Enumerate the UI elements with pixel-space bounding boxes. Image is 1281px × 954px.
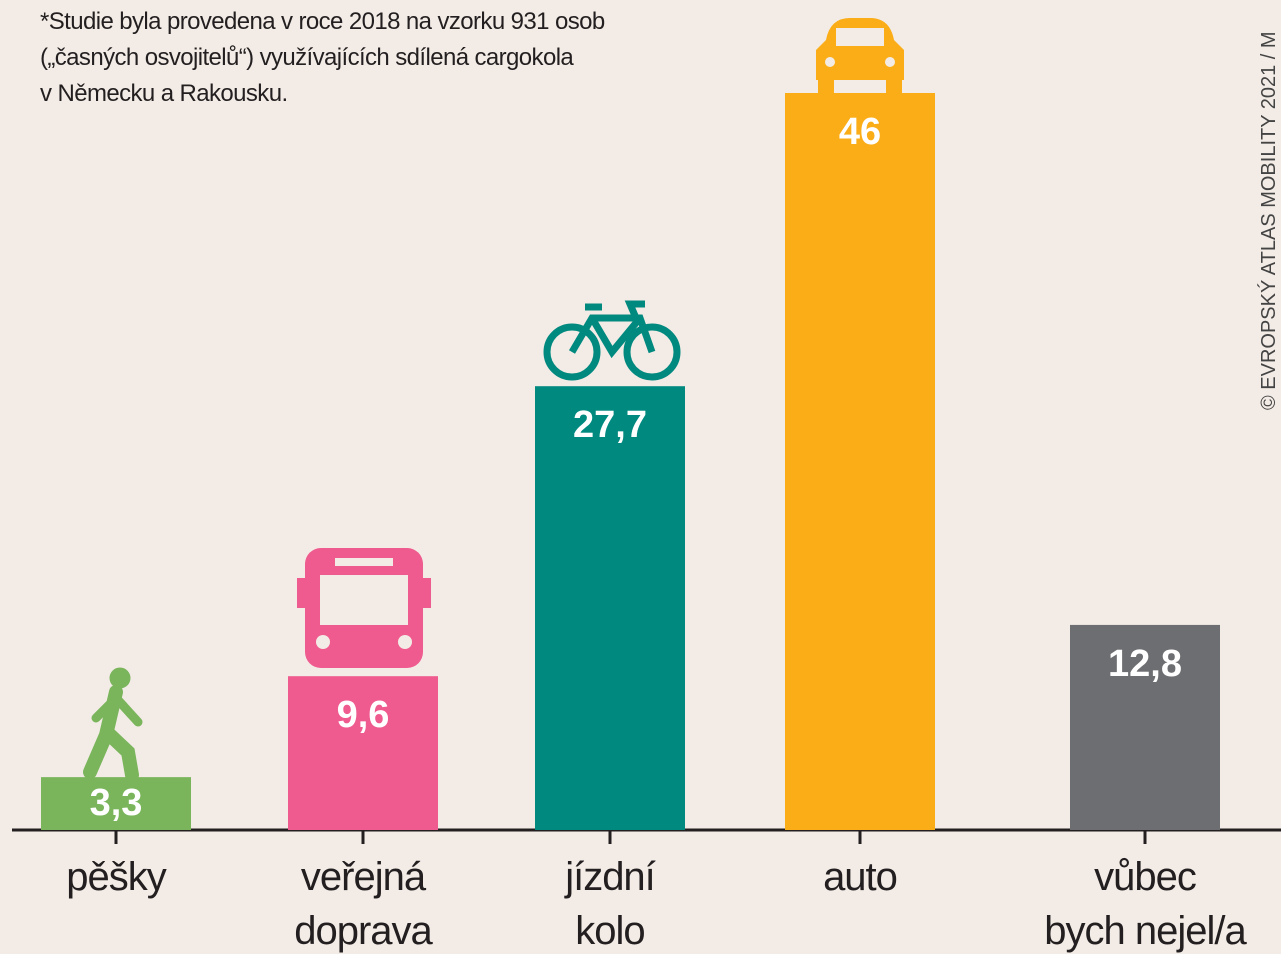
value-label: 9,6 <box>336 694 390 737</box>
credit: © EVROPSKÝ ATLAS MOBILITY 2021 / M <box>1258 31 1280 410</box>
car-icon <box>816 18 904 94</box>
bar <box>785 93 935 830</box>
bar <box>1070 624 1220 830</box>
value-label: 12,8 <box>1108 642 1182 685</box>
x-tick-label: vůbec bych nejel/a <box>1044 855 1246 953</box>
walker-icon <box>83 667 143 782</box>
bar <box>535 386 685 830</box>
bus-icon <box>297 548 431 668</box>
x-tick-label: veřejná doprava <box>294 855 433 953</box>
note: *Studie byla provedena v roce 2018 na vz… <box>40 8 605 107</box>
bike-icon <box>543 300 681 381</box>
x-tick-label: pěšky <box>66 855 167 899</box>
bar <box>41 777 191 830</box>
bar <box>288 676 438 830</box>
x-tick-label: auto <box>823 855 898 899</box>
value-label: 3,3 <box>89 782 143 824</box>
value-label: 46 <box>838 111 882 153</box>
x-tick-label: jízdní kolo <box>565 855 656 953</box>
value-label: 27,7 <box>573 404 647 447</box>
